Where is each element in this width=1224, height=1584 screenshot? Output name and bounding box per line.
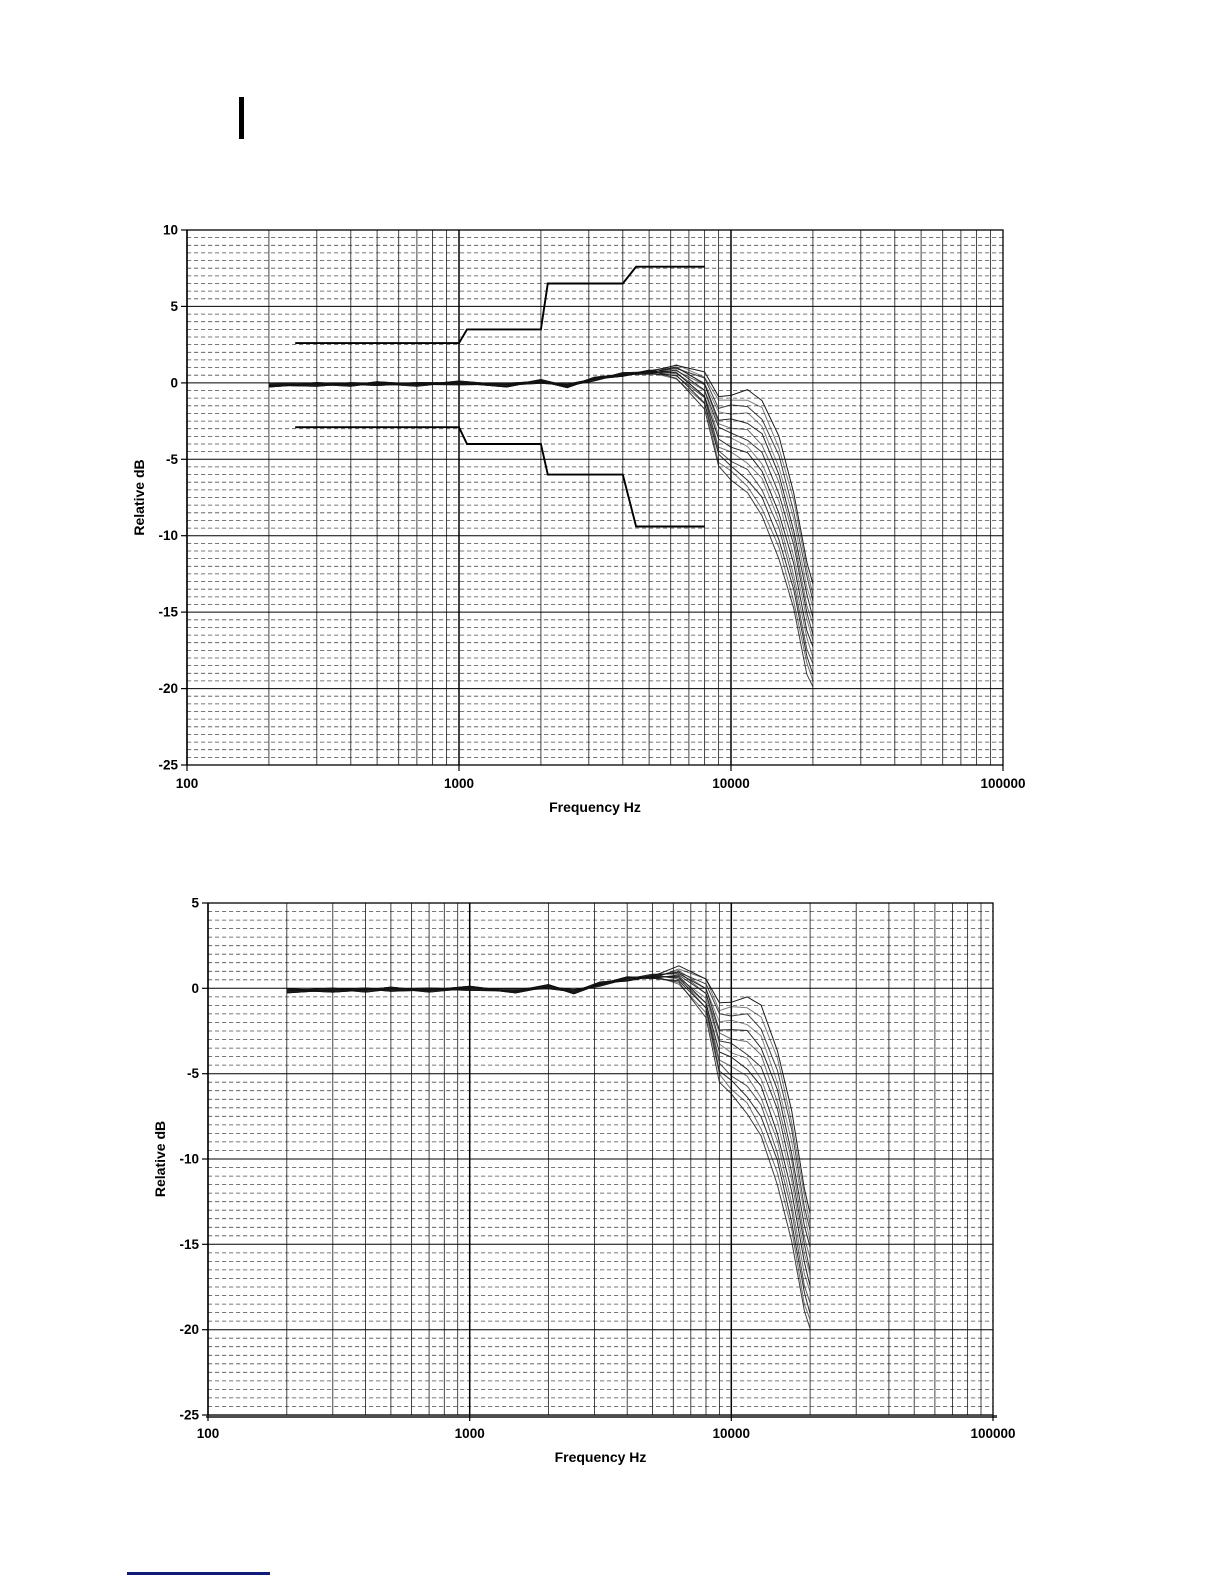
x-tick-label: 1000: [455, 1426, 485, 1441]
footnote-rule: [127, 1572, 270, 1575]
grid-minor-horizontal: [208, 911, 993, 1407]
tolerance-upper-line: [295, 265, 705, 345]
y-tick-label: -20: [179, 1322, 199, 1337]
y-axis-title: Relative dB: [152, 1121, 168, 1197]
y-tick-label: -5: [166, 452, 178, 467]
y-tick-label: -25: [179, 1408, 199, 1423]
y-tick-label: -25: [158, 758, 178, 773]
y-tick-label: -15: [158, 605, 178, 620]
y-tick-label: 0: [170, 375, 178, 390]
trace-13: [286, 974, 811, 1320]
measurement-traces: [268, 364, 814, 687]
grid-minor-horizontal: [187, 237, 1003, 758]
x-tick-label: 100000: [970, 1426, 1015, 1441]
x-tick-label: 10000: [713, 1426, 751, 1441]
text-cursor-mark: [239, 97, 244, 139]
x-tick-label: 100: [176, 776, 199, 791]
x-tick-label: 100000: [980, 776, 1025, 791]
tolerance-lower-line: [295, 426, 705, 528]
y-tick-label: -15: [179, 1237, 199, 1252]
y-tick-label: 5: [191, 896, 199, 911]
x-tick-label: 100: [197, 1426, 220, 1441]
x-tick-label: 10000: [712, 776, 750, 791]
x-axis: 100 1000 10000 100000: [197, 1415, 1016, 1441]
y-axis: 5 0 -5 -10 -15 -20 -25: [179, 896, 993, 1423]
y-tick-label: -20: [158, 681, 178, 696]
x-axis-title: Frequency Hz: [555, 1449, 647, 1465]
trace-14: [286, 976, 811, 1329]
measurement-traces: [286, 965, 811, 1329]
y-tick-label: -5: [187, 1066, 199, 1081]
y-tick-label: -10: [179, 1152, 199, 1167]
frequency-response-with-tolerance-limits: 10 5 0 -5 -10 -15 -20 -25 100 1000 10000 100000 Freq…: [131, 223, 1026, 816]
y-axis-title: Relative dB: [131, 459, 147, 535]
y-tick-label: 10: [163, 223, 178, 238]
x-axis: 100 1000 10000 100000: [176, 765, 1026, 791]
trace-14: [268, 369, 814, 687]
frequency-response-normalized: 5 0 -5 -10 -15 -20 -25 100 1000 10000 100000 Freque…: [152, 896, 1016, 1466]
y-tick-label: 5: [170, 299, 178, 314]
x-tick-label: 1000: [444, 776, 474, 791]
y-tick-label: -10: [158, 528, 178, 543]
plot-frame: [186, 229, 1004, 766]
x-axis-title: Frequency Hz: [549, 799, 641, 815]
y-tick-label: 0: [191, 981, 199, 996]
